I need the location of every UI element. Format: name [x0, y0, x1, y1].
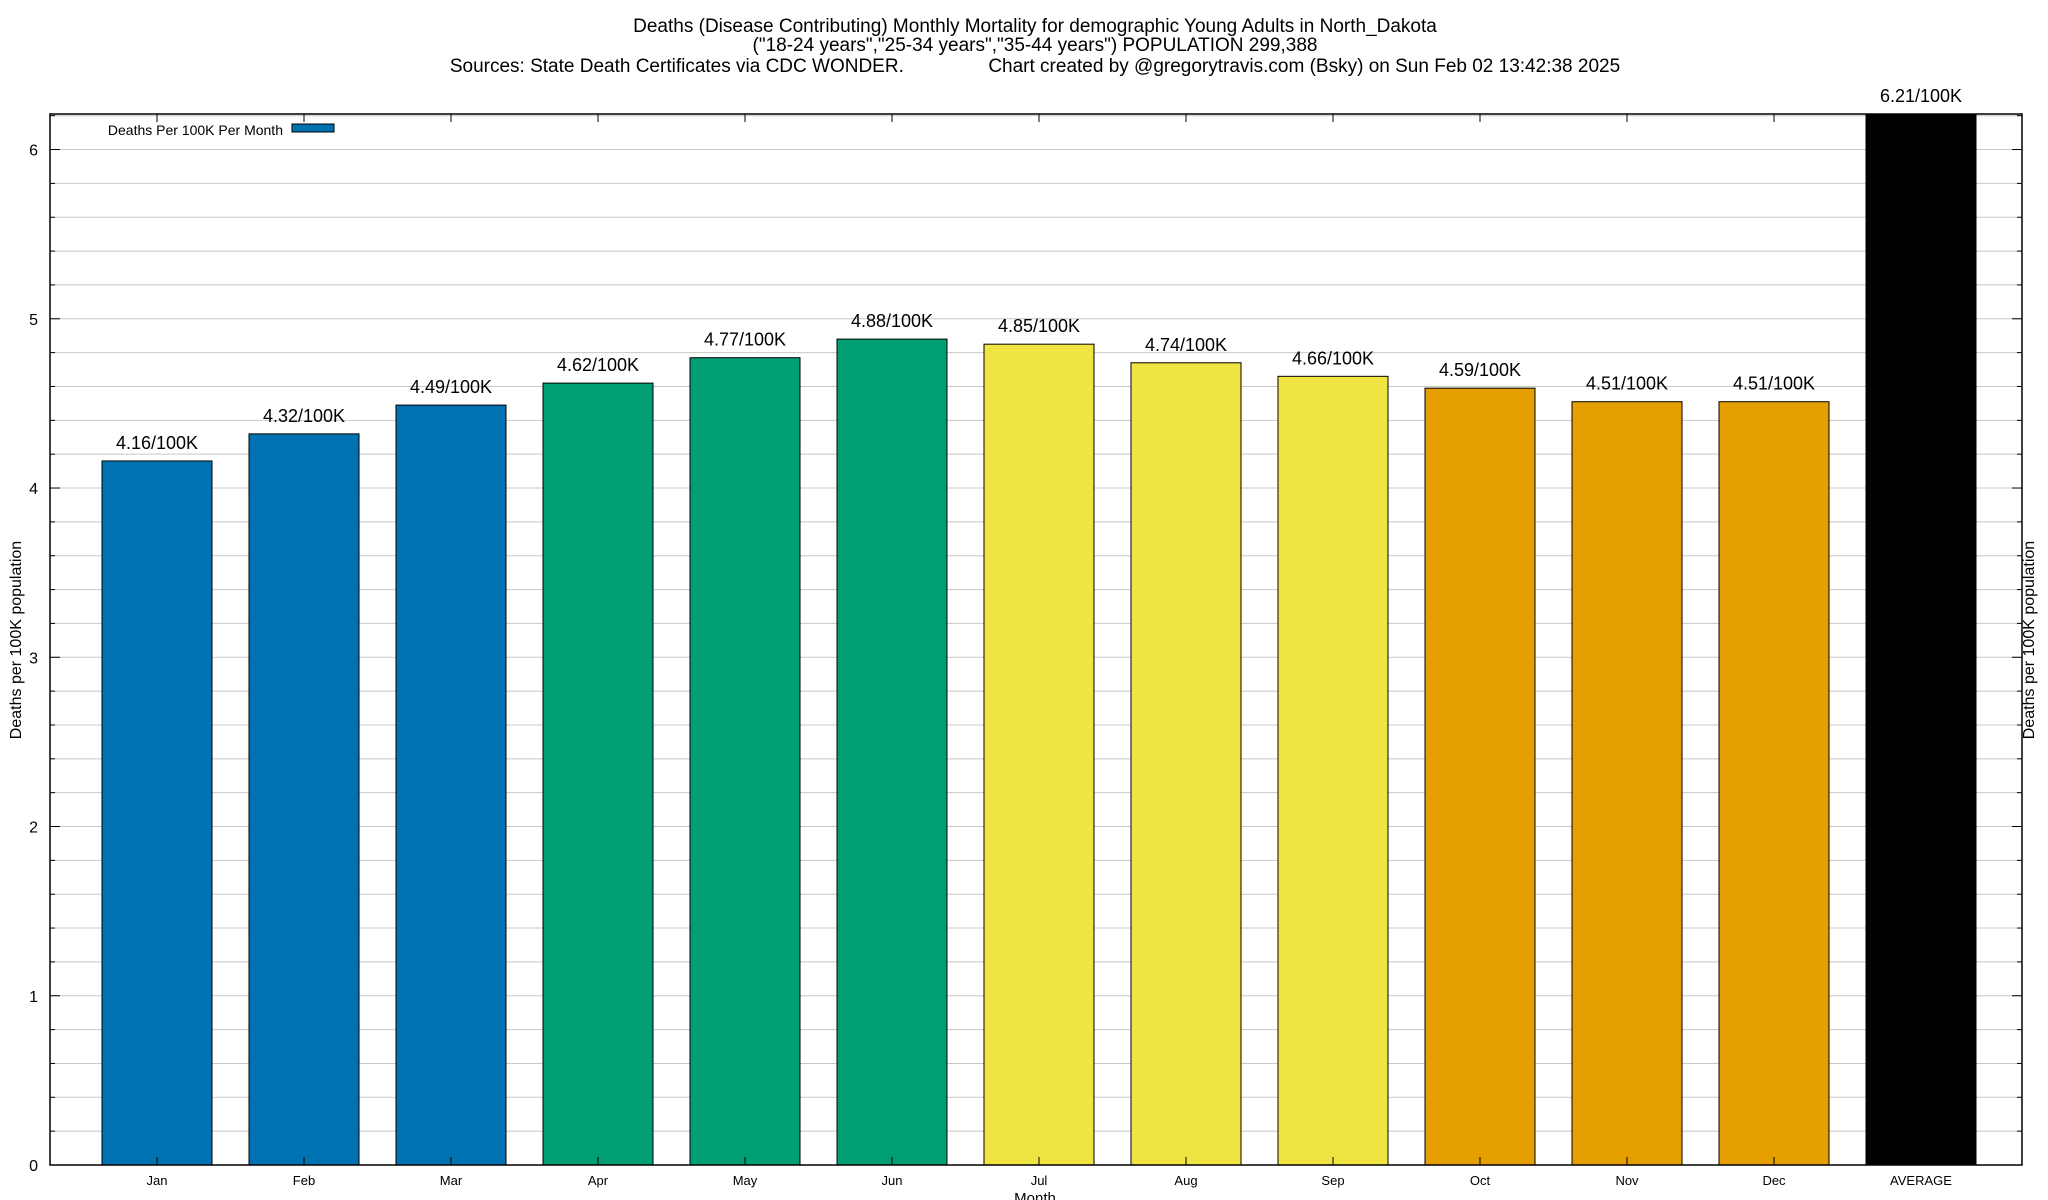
- bar-may: [689, 357, 801, 1166]
- x-tick-label: Mar: [440, 1173, 463, 1188]
- title-line-1: Deaths (Disease Contributing) Monthly Mo…: [633, 16, 1437, 37]
- x-tick-label: Feb: [293, 1173, 315, 1188]
- bar-oct: [1424, 387, 1536, 1166]
- y-axis-label: Deaths per 100K population: [8, 541, 25, 739]
- bar-average: [1865, 113, 1977, 1166]
- bar-jul: [983, 343, 1095, 1166]
- bar-nov: [1571, 401, 1683, 1166]
- bar-feb: [248, 433, 360, 1166]
- x-tick-label: Dec: [1762, 1173, 1786, 1188]
- x-tick-label: Nov: [1615, 1173, 1639, 1188]
- x-tick-label: Jul: [1031, 1173, 1048, 1188]
- legend-swatch: [291, 123, 335, 133]
- title-line-3: Sources: State Death Certificates via CD…: [450, 56, 1620, 77]
- y-tick-label: 1: [29, 989, 38, 1006]
- bar-dec: [1718, 401, 1830, 1166]
- x-tick-label: Oct: [1470, 1173, 1491, 1188]
- x-tick-label: AVERAGE: [1890, 1173, 1952, 1188]
- data-label: 4.85/100K: [998, 316, 1080, 336]
- x-axis-label: Month: [1014, 1190, 1056, 1200]
- data-labels: 4.16/100K 4.32/100K 4.49/100K 4.62/100K 4.77…: [116, 86, 1962, 453]
- data-label: 4.62/100K: [557, 355, 639, 375]
- data-label: 4.51/100K: [1733, 374, 1815, 394]
- x-tick-label: Aug: [1174, 1173, 1197, 1188]
- data-label: 4.88/100K: [851, 311, 933, 331]
- x-tick-label: Jun: [882, 1173, 903, 1188]
- x-tick-label: Sep: [1321, 1173, 1344, 1188]
- bar-apr: [542, 382, 654, 1166]
- plot-frame: [49, 113, 2023, 1166]
- data-label: 4.74/100K: [1145, 335, 1227, 355]
- bars: [101, 113, 1977, 1166]
- chart-title: Deaths (Disease Contributing) Monthly Mo…: [450, 16, 1620, 77]
- bar-jan: [101, 460, 213, 1166]
- y-tick-label: 2: [29, 820, 38, 837]
- data-label: 4.66/100K: [1292, 348, 1374, 368]
- legend: Deaths Per 100K Per Month: [108, 122, 335, 138]
- bar-jun: [836, 338, 948, 1166]
- bar-mar: [395, 404, 507, 1166]
- data-label: 4.77/100K: [704, 330, 786, 350]
- y-tick-label: 5: [29, 312, 38, 329]
- data-label: 4.32/100K: [263, 406, 345, 426]
- data-label: 4.51/100K: [1586, 374, 1668, 394]
- x-tick-label: Jan: [147, 1173, 168, 1188]
- title-line-2: ("18-24 years","25-34 years","35-44 year…: [753, 35, 1318, 56]
- data-label: 4.16/100K: [116, 433, 198, 453]
- bar-sep: [1277, 375, 1389, 1166]
- bar-aug: [1130, 362, 1242, 1166]
- data-label: 4.59/100K: [1439, 360, 1521, 380]
- data-label: 6.21/100K: [1880, 86, 1962, 106]
- legend-label: Deaths Per 100K Per Month: [108, 122, 283, 138]
- x-tick-label: Apr: [588, 1173, 609, 1188]
- y-axis-label-right: Deaths per 100K population: [2021, 541, 2038, 739]
- y-tick-label: 3: [29, 650, 38, 667]
- axis-ticks: 0 1 2 3 4 5 6 Jan Feb Mar Apr May Jun Jul Aug Sep Oct Nov…: [29, 114, 2022, 1188]
- y-tick-label: 0: [29, 1158, 38, 1175]
- data-label: 4.49/100K: [410, 377, 492, 397]
- y-tick-label: 6: [29, 143, 38, 160]
- y-tick-label: 4: [29, 481, 38, 498]
- x-tick-label: May: [733, 1173, 758, 1188]
